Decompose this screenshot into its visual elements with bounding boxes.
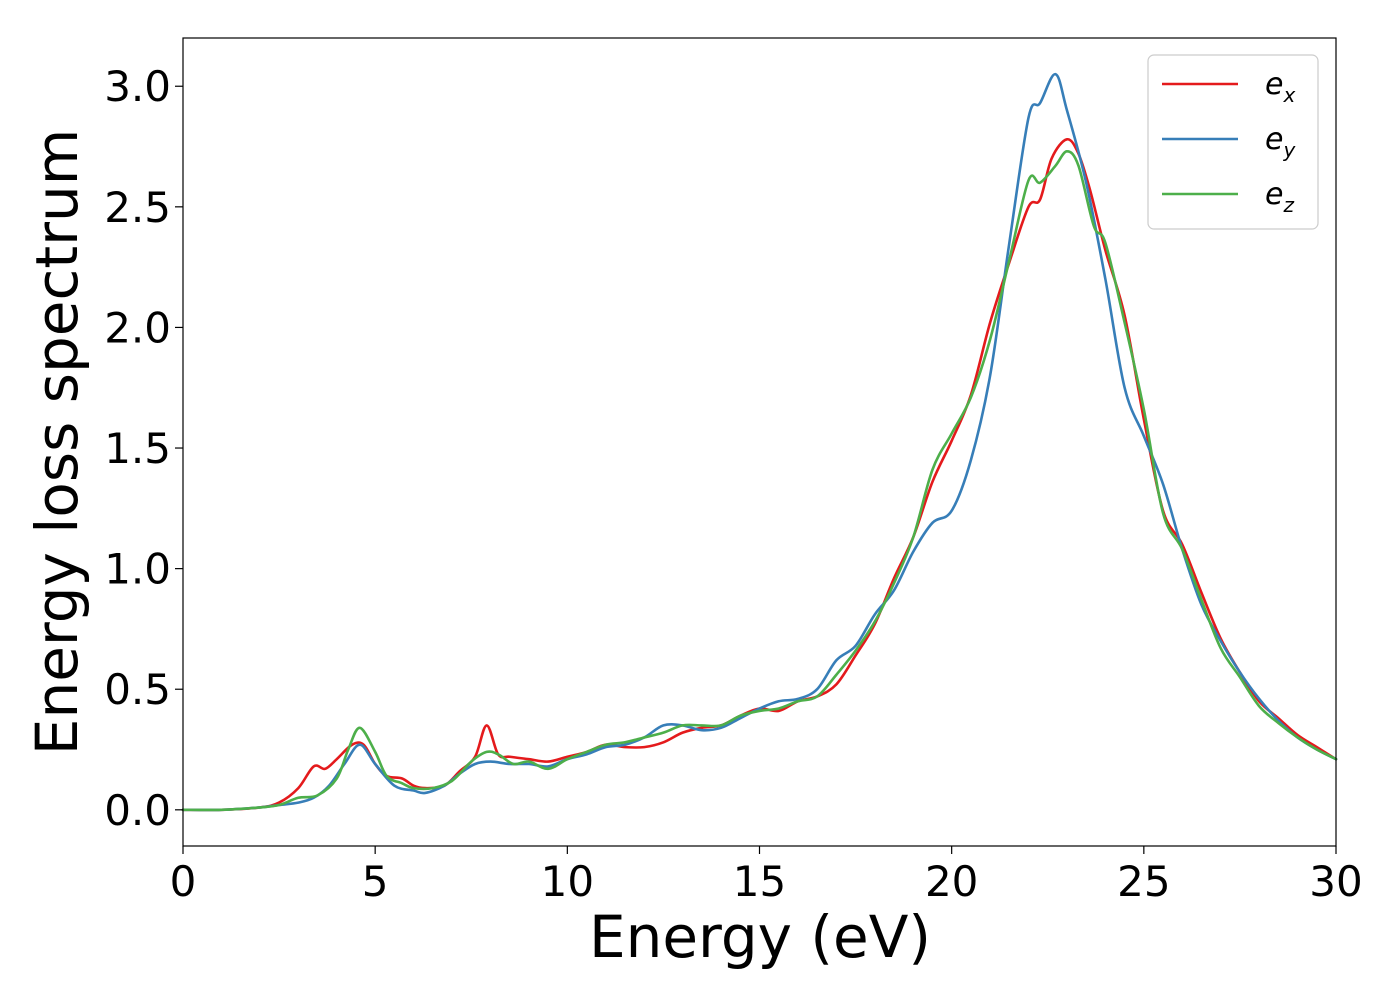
series-line-y: [181, 72, 1338, 812]
y-tick-label: 1.0: [104, 545, 171, 594]
x-axis-label: Energy (eV): [589, 903, 931, 971]
y-tick-label: 2.0: [104, 303, 171, 352]
y-tick-label: 0.0: [104, 786, 171, 835]
y-tick-label: 0.5: [104, 665, 171, 714]
y-tick-label: 1.5: [104, 424, 171, 473]
x-axis-ticks: 0 5 10 15 20 25 30: [170, 846, 1363, 906]
x-tick-label: 25: [1117, 857, 1170, 906]
legend-label-subscript: z: [1282, 193, 1294, 217]
x-tick-label: 0: [170, 857, 197, 906]
y-axis-label: Energy loss spectrum: [23, 129, 91, 755]
series-line-z: [181, 150, 1338, 812]
legend-label-subscript: y: [1282, 138, 1296, 162]
y-axis-ticks: 0.0 0.5 1.0 1.5 2.0 2.5 3.0: [104, 62, 183, 835]
y-tick-label: 3.0: [104, 62, 171, 111]
series-layer: [181, 72, 1338, 812]
x-tick-label: 10: [541, 857, 594, 906]
legend-box: [1147, 54, 1319, 230]
x-tick-label: 5: [362, 857, 389, 906]
legend-label-subscript: x: [1282, 83, 1295, 107]
y-tick-label: 2.5: [104, 183, 171, 232]
x-tick-label: 15: [733, 857, 786, 906]
x-tick-label: 30: [1309, 857, 1362, 906]
x-tick-label: 20: [925, 857, 978, 906]
